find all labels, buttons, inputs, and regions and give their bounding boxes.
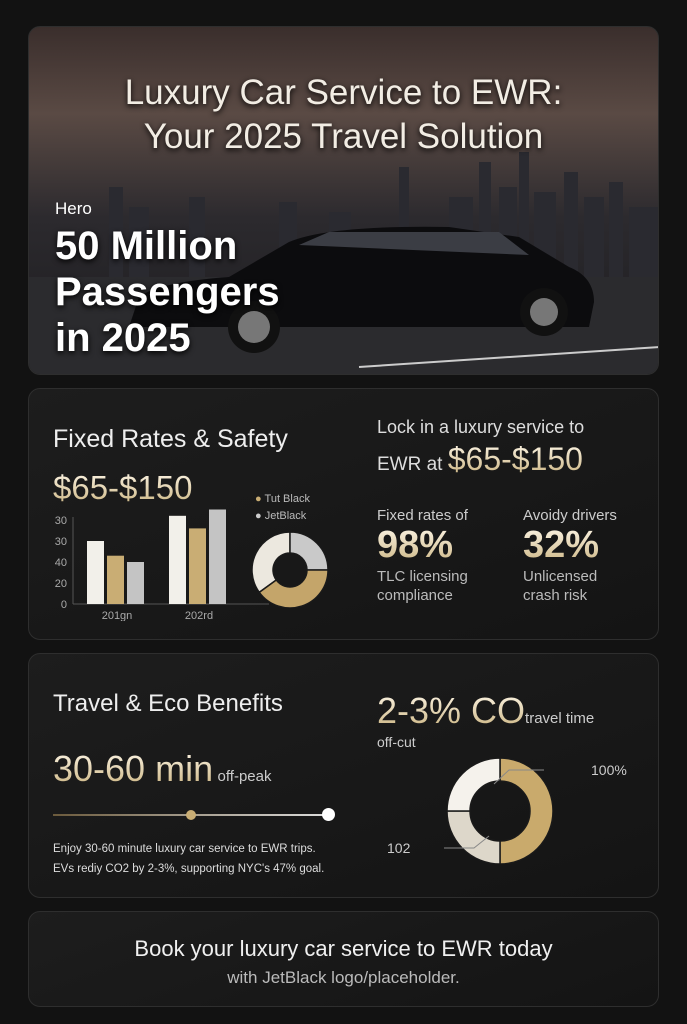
cta-subline: with JetBlack logo/placeholder. — [227, 968, 460, 987]
hero-stat-line3: in 2025 — [55, 316, 191, 360]
hero-stat-line2: Passengers — [55, 270, 280, 314]
y-tick-label: 40 — [55, 557, 67, 569]
bar — [87, 541, 104, 604]
limousine — [129, 226, 594, 353]
bar — [189, 528, 206, 604]
offcut-label: off-cut — [377, 734, 416, 750]
bar — [107, 555, 124, 604]
time-sub: off-peak — [217, 768, 272, 785]
donut-slice — [499, 758, 553, 864]
stat-avoid-drivers: Avoidy drivers 32% Unlicensed crash risk — [523, 507, 617, 604]
y-tick-label: 0 — [61, 599, 67, 611]
x-tick-label: 201gn — [102, 610, 133, 621]
hero-title-line2: Your 2025 Travel Solution — [143, 117, 544, 156]
eco-body: Enjoy 30-60 minute luxury car service to… — [53, 843, 325, 875]
co2-sub: travel time — [525, 710, 595, 727]
y-tick-label: 30 — [55, 515, 67, 527]
time-value: 30-60 min — [53, 748, 214, 789]
donut-chart-1 — [252, 532, 328, 608]
hero-label: Hero — [55, 199, 92, 218]
eco-card: Travel & Eco Benefits 30-60 min off-peak… — [28, 653, 659, 898]
x-tick-label: 202rd — [185, 610, 213, 621]
hero-stat: 50 Million Passengers in 2025 — [55, 223, 280, 361]
y-tick-label: 20 — [55, 578, 67, 590]
slider-end[interactable] — [322, 808, 335, 821]
bar — [169, 515, 186, 604]
rates-card: Fixed Rates & Safety $65-$150 0 20 40 30 30 2… — [28, 388, 659, 640]
hero-stat-line1: 50 Million — [55, 224, 238, 268]
rates-price: $65-$150 — [53, 469, 193, 506]
slider-knob[interactable] — [186, 810, 196, 820]
y-tick-label: 30 — [55, 536, 67, 548]
donut-slice — [258, 569, 328, 608]
rates-heading: Fixed Rates & Safety — [53, 425, 288, 453]
chart-legend: ● Tut Black ● JetBlack — [255, 491, 310, 525]
bar — [127, 562, 144, 604]
stat-fixed-rates: Fixed rates of 98% TLC licensing complia… — [377, 507, 468, 604]
donut-leaders — [444, 769, 544, 849]
donut-slice — [447, 758, 501, 812]
lock-price: $65-$150 — [447, 441, 583, 477]
hero-title-line1: Luxury Car Service to EWR: — [124, 73, 563, 112]
legend-item: ● Tut Black — [255, 493, 310, 505]
donut-label-top: 100% — [591, 762, 627, 778]
donut-label-bottom: 102 — [387, 840, 411, 856]
donut-chart-2 — [447, 758, 553, 864]
eco-heading: Travel & Eco Benefits — [53, 690, 283, 717]
cta-headline: Book your luxury car service to EWR toda… — [134, 936, 553, 961]
bar-chart: 0 20 40 30 30 201gn 202rd — [55, 509, 269, 621]
lock-line2: EWR at $65-$150 — [377, 441, 583, 477]
donut-slice — [252, 532, 291, 594]
legend-item: ● JetBlack — [255, 510, 307, 522]
hero-image — [29, 152, 658, 374]
co2-value: 2-3% CO — [377, 690, 526, 731]
cta-card[interactable]: Book your luxury car service to EWR toda… — [28, 911, 659, 1007]
lock-line1: Lock in a luxury service to — [377, 417, 585, 437]
donut-slice — [289, 532, 328, 571]
bar — [209, 509, 226, 604]
hero-card: Luxury Car Service to EWR: Your 2025 Tra… — [28, 26, 659, 375]
